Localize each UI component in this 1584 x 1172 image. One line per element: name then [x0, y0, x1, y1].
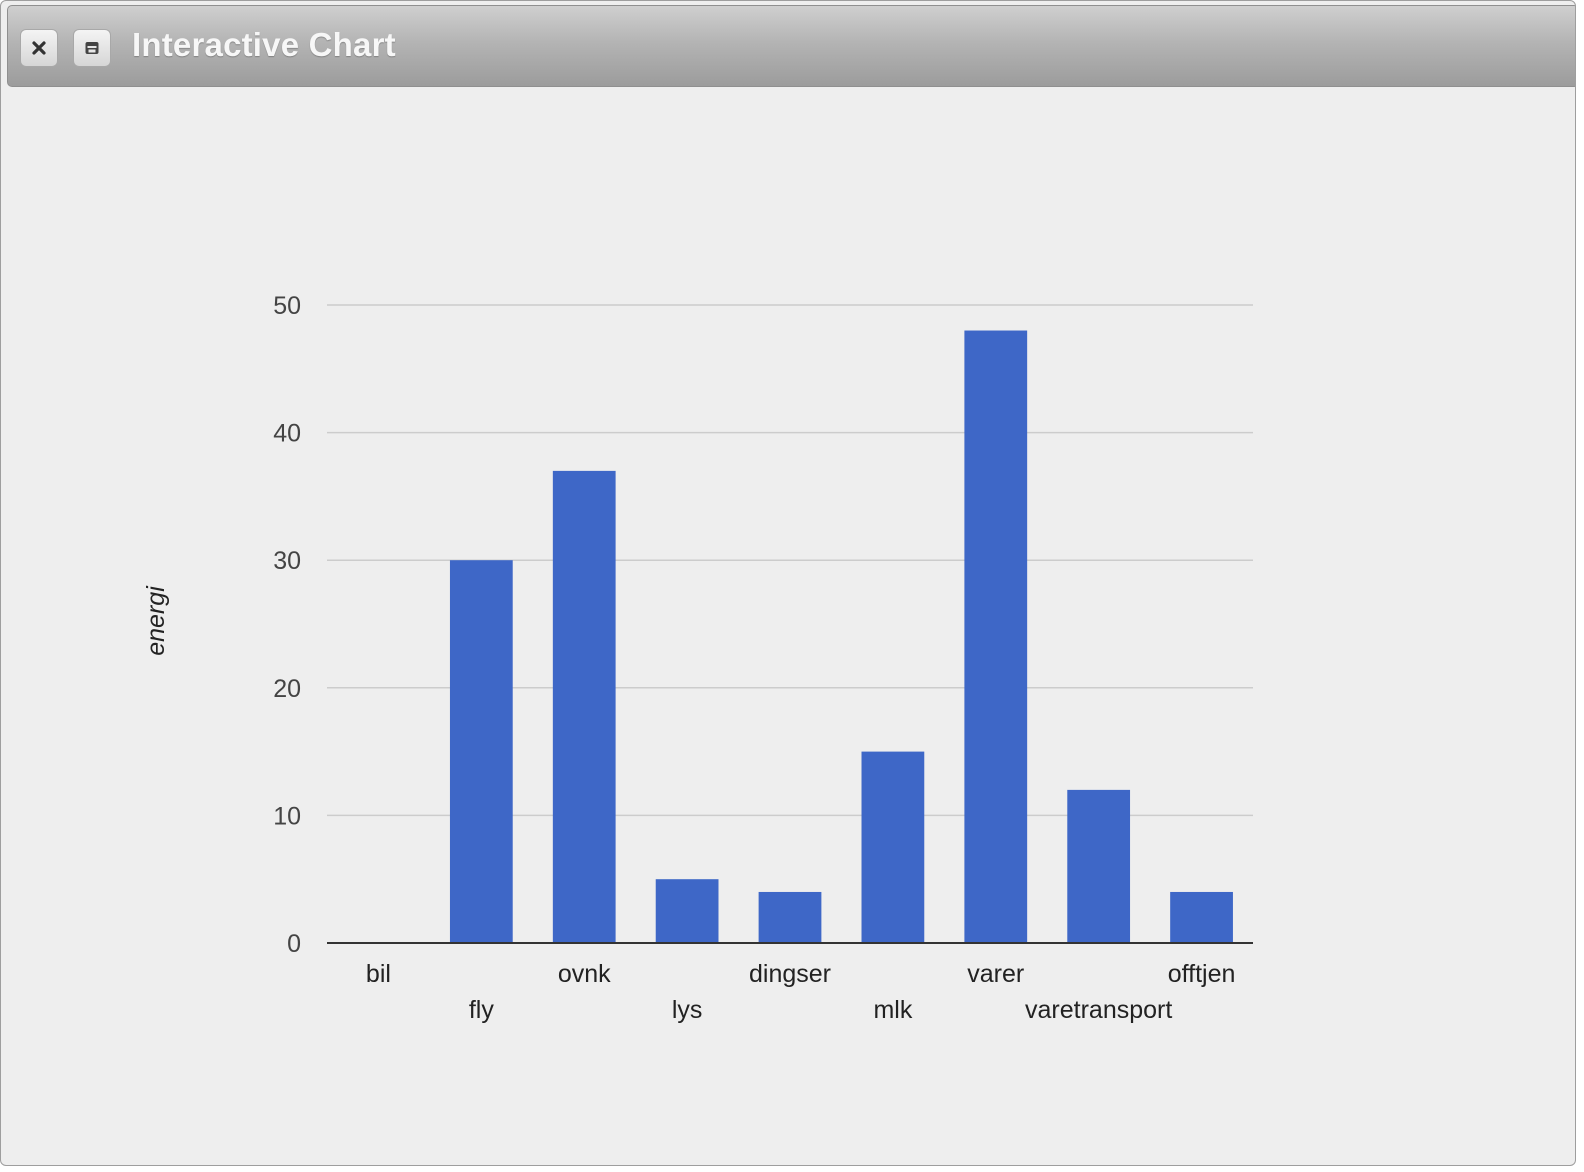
minimize-button[interactable]	[73, 29, 111, 67]
bar-mlk[interactable]	[861, 751, 925, 943]
x-tick-label: offtjen	[1168, 960, 1236, 988]
x-axis-labels: bil fly ovnk lys dingser mlk varervaretranspor…	[366, 960, 1235, 1024]
x-tick-label: varetransport	[1025, 996, 1172, 1024]
y-tick-label: 40	[273, 420, 301, 448]
x-tick-label: lys	[672, 996, 703, 1024]
y-tick-label: 30	[273, 547, 301, 575]
bar-lys[interactable]	[655, 879, 719, 943]
bar-dingser[interactable]	[758, 891, 822, 943]
y-axis-ticks: 0 10 20 30 40 50	[273, 292, 301, 958]
bars	[449, 330, 1233, 943]
bar-varer[interactable]	[964, 330, 1028, 943]
y-tick-label: 0	[287, 930, 301, 958]
bar-offtjen[interactable]	[1170, 891, 1233, 943]
window-title: Interactive Chart	[132, 26, 396, 63]
close-icon	[30, 39, 48, 57]
window-icon	[83, 39, 101, 57]
close-button[interactable]	[20, 29, 58, 67]
y-axis-label: energi	[142, 585, 170, 656]
x-tick-label: dingser	[749, 960, 831, 988]
bar-varetransport[interactable]	[1067, 789, 1131, 943]
y-tick-label: 50	[273, 292, 301, 320]
x-tick-label: ovnk	[558, 960, 611, 988]
y-tick-label: 10	[273, 802, 301, 830]
bar-fly[interactable]	[449, 560, 513, 943]
x-tick-label: bil	[366, 960, 391, 988]
x-tick-label: mlk	[873, 996, 912, 1024]
x-tick-label: varer	[967, 960, 1024, 988]
bar-ovnk[interactable]	[552, 470, 616, 943]
x-tick-label: fly	[469, 996, 495, 1024]
y-tick-label: 20	[273, 675, 301, 703]
title-bar[interactable]: Interactive Chart	[7, 5, 1575, 87]
